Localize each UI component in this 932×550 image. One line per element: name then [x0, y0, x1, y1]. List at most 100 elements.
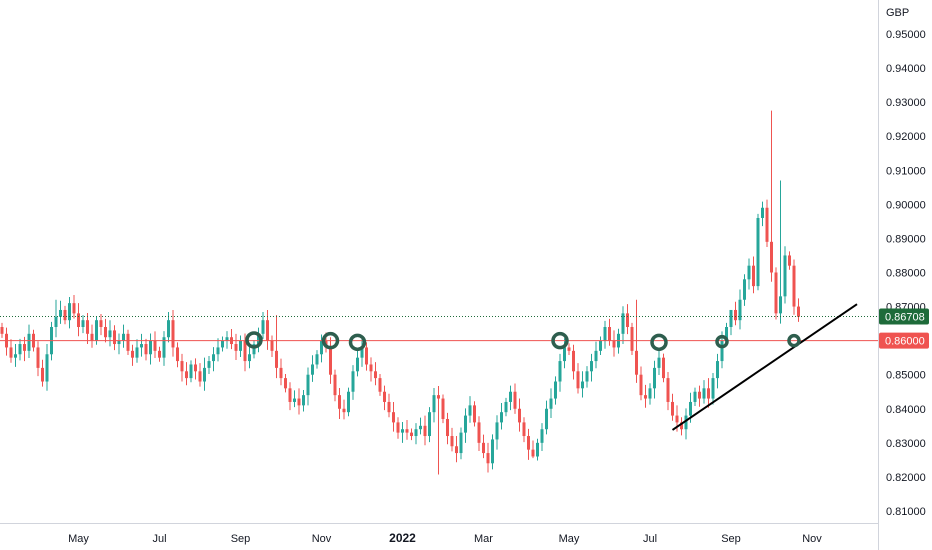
price-tick-label: 0.84000 — [886, 404, 926, 416]
candle-body — [410, 432, 413, 437]
support-level-label: 0.86000 — [885, 336, 925, 348]
candle-body — [725, 327, 728, 341]
candle-body — [707, 388, 710, 399]
candle-body — [351, 371, 355, 392]
candle-body — [338, 395, 341, 409]
candle-body — [612, 340, 616, 348]
candle-body — [441, 398, 445, 419]
candle-body — [419, 425, 422, 430]
candle-body — [221, 340, 224, 348]
candle-body — [329, 347, 332, 375]
candle-body — [689, 401, 692, 416]
candle-body — [774, 272, 778, 314]
time-tick-label: Sep — [231, 533, 251, 545]
candle-body — [671, 401, 674, 416]
candle-body — [59, 309, 62, 317]
candle-body — [711, 378, 715, 399]
price-tick-label: 0.88000 — [886, 267, 926, 279]
candle-body — [14, 354, 17, 358]
price-tick-label: 0.95000 — [886, 29, 926, 41]
candle-body — [491, 439, 494, 464]
circle-marker[interactable] — [348, 333, 367, 352]
candle-body — [342, 408, 346, 413]
time-tick-label: Nov — [312, 533, 332, 545]
candle-body — [432, 395, 436, 413]
candle-body — [405, 429, 409, 433]
candle-body — [414, 429, 418, 437]
candle-body — [189, 364, 193, 379]
candle-body — [423, 425, 427, 437]
candle-body — [680, 422, 683, 430]
candle-body — [698, 391, 701, 399]
candle-body — [374, 371, 377, 379]
candle-body — [783, 255, 787, 297]
trendline[interactable] — [671, 303, 858, 431]
circle-marker[interactable] — [551, 331, 569, 350]
candle-body — [27, 333, 31, 351]
circle-marker[interactable] — [650, 333, 668, 352]
candle-body — [428, 412, 431, 437]
candle-body — [482, 442, 485, 454]
price-tick-label: 0.92000 — [886, 131, 926, 143]
candle-body — [234, 344, 238, 351]
time-axis[interactable]: May Jul Sep Nov 2022 Mar May Jul Sep Nov — [68, 531, 822, 545]
candle-body — [162, 337, 166, 358]
time-tick-label: Jul — [152, 533, 166, 545]
candle-body — [603, 327, 607, 341]
candle-body — [288, 388, 292, 402]
candle-body — [513, 391, 517, 409]
candle-body — [585, 371, 589, 382]
last-price-badge-bg — [879, 308, 929, 325]
candle-body — [311, 364, 314, 375]
candle-body — [378, 378, 382, 392]
candle-body — [734, 309, 737, 321]
circle-marker[interactable] — [787, 333, 801, 348]
candle-body — [284, 378, 287, 389]
candle-body — [297, 398, 301, 406]
circle-marker[interactable] — [715, 334, 729, 349]
candle-body — [473, 405, 476, 423]
candle-body — [743, 279, 746, 300]
candle-body — [122, 333, 125, 341]
candle-body — [45, 354, 49, 382]
price-tick-label: 0.82000 — [886, 472, 926, 484]
candle-body — [392, 412, 395, 423]
candle-body — [702, 388, 706, 399]
candle-body — [464, 415, 467, 433]
candle-body — [104, 327, 107, 338]
candle-body — [270, 340, 274, 351]
circle-markers[interactable] — [245, 331, 801, 352]
candle-body — [450, 436, 454, 447]
circle-marker[interactable] — [321, 331, 340, 350]
candle-body — [581, 381, 584, 389]
candle-body — [77, 313, 80, 328]
candle-body — [360, 347, 364, 358]
price-axis[interactable]: 0.95000 0.94000 0.93000 0.92000 0.91000 0.900… — [886, 29, 926, 518]
candle-body — [536, 442, 539, 457]
candle-body — [387, 401, 391, 413]
candle-body — [675, 415, 679, 423]
candle-body — [531, 449, 535, 457]
price-tick-label: 0.90000 — [886, 199, 926, 211]
circle-marker[interactable] — [245, 331, 263, 349]
candle-body — [644, 395, 647, 399]
time-tick-label: Nov — [802, 533, 822, 545]
price-tick-label: 0.94000 — [886, 63, 926, 75]
time-tick-label: 2022 — [389, 531, 416, 545]
candle-body — [522, 422, 526, 437]
candle-body — [185, 371, 188, 379]
candle-body — [716, 361, 719, 379]
candle-body — [554, 381, 557, 399]
candle-body — [149, 340, 152, 355]
candle-body — [468, 405, 472, 416]
candle-body — [729, 309, 733, 328]
candle-body — [626, 313, 629, 328]
candle-body — [293, 398, 296, 402]
candle-body — [594, 350, 598, 362]
price-tick-label: 0.91000 — [886, 165, 926, 177]
candle-body — [572, 350, 575, 372]
candle-body — [95, 320, 98, 341]
candle-body — [657, 357, 661, 368]
candle-body — [486, 453, 490, 464]
